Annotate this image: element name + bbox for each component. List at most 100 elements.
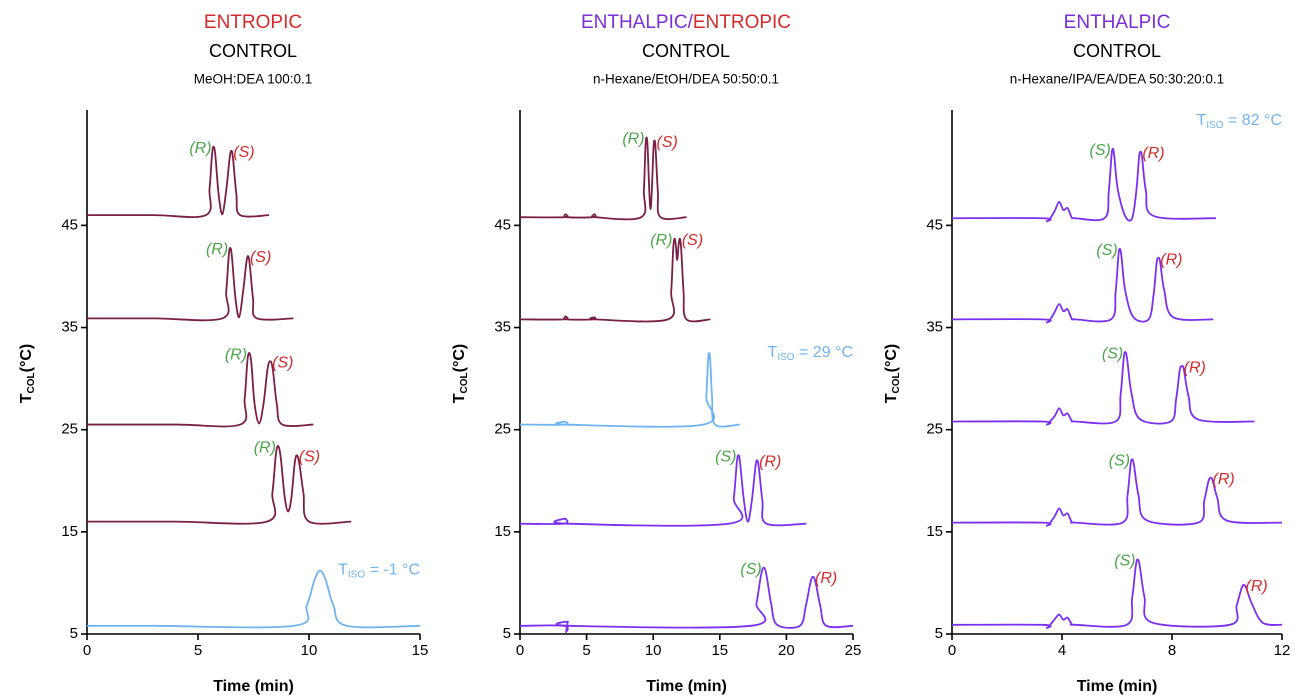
- y-axis-label: TCOL(°C): [18, 344, 36, 404]
- peak-label: (S): [272, 354, 293, 371]
- chromatogram: [519, 566, 854, 633]
- y-tick-label: 45: [61, 216, 78, 233]
- x-axis-label: Time (min): [1077, 678, 1158, 695]
- iso-annotation: TISO = 82 °C: [1197, 112, 1282, 130]
- peak-label: (S): [740, 561, 761, 578]
- label-rest: = 82 °C: [1224, 112, 1282, 129]
- y-axis-label: TCOL(°C): [883, 344, 901, 404]
- x-tick-label: 5: [194, 642, 202, 659]
- y-tick-label: 15: [61, 523, 78, 540]
- label-rest: (°C): [18, 344, 35, 373]
- peak-label: (R): [622, 131, 644, 148]
- chart-subtitle: CONTROL: [209, 41, 297, 61]
- label-sub: COL: [459, 372, 470, 393]
- peak-label: (S): [1109, 453, 1130, 470]
- chart-subtitle: CONTROL: [642, 41, 730, 61]
- x-tick-label: 10: [645, 642, 662, 659]
- x-tick-label: 8: [1168, 642, 1176, 659]
- title-part: ENTHALPIC/: [581, 12, 694, 33]
- mobile-phase: n-Hexane/EtOH/DEA 50:50:0.1: [593, 72, 779, 87]
- peak-label: (S): [1114, 553, 1135, 570]
- y-tick-label: 45: [926, 216, 943, 233]
- peak-label: (R): [650, 232, 672, 249]
- peak-label: (R): [254, 439, 276, 456]
- iso-annotation: TISO = 29 °C: [768, 344, 853, 362]
- peak-label: (S): [657, 134, 678, 151]
- y-tick-label: 15: [926, 523, 943, 540]
- chromatogram: [87, 569, 421, 629]
- x-tick-label: 25: [845, 642, 862, 659]
- title-part: ENTROPIC: [204, 12, 302, 33]
- label-sub: ISO: [777, 352, 794, 363]
- chromatogram: [87, 246, 294, 322]
- peak-label: (S): [1096, 242, 1117, 259]
- peak-label: (S): [299, 448, 320, 465]
- x-axis-label: Time (min): [213, 678, 294, 695]
- y-tick-label: 15: [494, 523, 511, 540]
- peak-label: (R): [1184, 360, 1206, 377]
- chromatogram: [519, 352, 740, 428]
- chromatogram: [519, 237, 711, 323]
- x-tick-label: 15: [412, 642, 429, 659]
- x-axis-label: Time (min): [646, 678, 727, 695]
- peak-label: (R): [815, 570, 837, 587]
- peak-label: (R): [225, 346, 247, 363]
- chromatogram: [86, 145, 270, 219]
- y-tick-label: 5: [935, 625, 943, 642]
- label-main: T: [18, 393, 35, 403]
- chromatogram: [951, 147, 1217, 223]
- label-rest: = -1 °C: [365, 562, 420, 579]
- label-main: T: [338, 562, 348, 579]
- x-tick-label: 10: [301, 642, 318, 659]
- y-tick-label: 35: [926, 318, 943, 335]
- label-main: T: [883, 393, 900, 403]
- peak-label: (R): [1160, 251, 1182, 268]
- chromatogram: [519, 454, 807, 527]
- peak-label: (S): [1102, 345, 1123, 362]
- chart-panel: ENTROPIC CONTROL MeOH:DEA 100:0.1 5 15 25 35 45…: [18, 12, 428, 695]
- peak-label: (S): [233, 144, 254, 161]
- label-sub: ISO: [348, 569, 365, 580]
- chart-title: ENTHALPIC/ENTROPIC: [581, 12, 791, 33]
- x-tick-label: 4: [1058, 642, 1066, 659]
- mobile-phase: n-Hexane/IPA/EA/DEA 50:30:20:0.1: [1010, 72, 1224, 87]
- x-tick-label: 0: [948, 642, 956, 659]
- peak-label: (S): [715, 448, 736, 465]
- y-tick-label: 35: [61, 318, 78, 335]
- label-sub: ISO: [1206, 120, 1223, 131]
- peak-label: (S): [1090, 142, 1111, 159]
- label-rest: (°C): [451, 344, 468, 373]
- x-tick-label: 5: [582, 642, 590, 659]
- label-sub: COL: [891, 372, 902, 393]
- label-main: T: [1197, 112, 1207, 129]
- chromatogram: [86, 352, 314, 428]
- chart-panel: ENTHALPIC/ENTROPIC CONTROL n-Hexane/EtOH/D…: [451, 12, 861, 695]
- label-main: T: [451, 393, 468, 403]
- x-tick-label: 15: [711, 642, 728, 659]
- peak-label: (S): [682, 232, 703, 249]
- mobile-phase: MeOH:DEA 100:0.1: [194, 72, 313, 87]
- iso-annotation: TISO = -1 °C: [338, 562, 420, 580]
- peak-label: (S): [250, 249, 271, 266]
- chromatogram: [519, 136, 687, 221]
- y-axis-label: TCOL(°C): [451, 344, 469, 404]
- chart-subtitle: CONTROL: [1073, 41, 1161, 61]
- chromatogram: [951, 458, 1283, 527]
- chromatogram: [951, 351, 1255, 426]
- y-tick-label: 5: [503, 625, 511, 642]
- x-tick-label: 12: [1274, 642, 1291, 659]
- title-part: ENTHALPIC: [1064, 12, 1171, 33]
- chromatogram: [951, 247, 1214, 324]
- label-main: T: [768, 344, 778, 361]
- label-rest: (°C): [883, 344, 900, 373]
- peak-label: (R): [1246, 578, 1268, 595]
- y-tick-label: 35: [494, 318, 511, 335]
- title-part: ENTROPIC: [693, 12, 791, 33]
- chart-title: ENTROPIC: [204, 12, 302, 33]
- y-tick-label: 45: [494, 216, 511, 233]
- peak-label: (R): [1213, 471, 1235, 488]
- chromatogram: [951, 558, 1283, 629]
- label-sub: COL: [26, 372, 37, 393]
- peak-label: (R): [1142, 145, 1164, 162]
- y-tick-label: 25: [494, 421, 511, 438]
